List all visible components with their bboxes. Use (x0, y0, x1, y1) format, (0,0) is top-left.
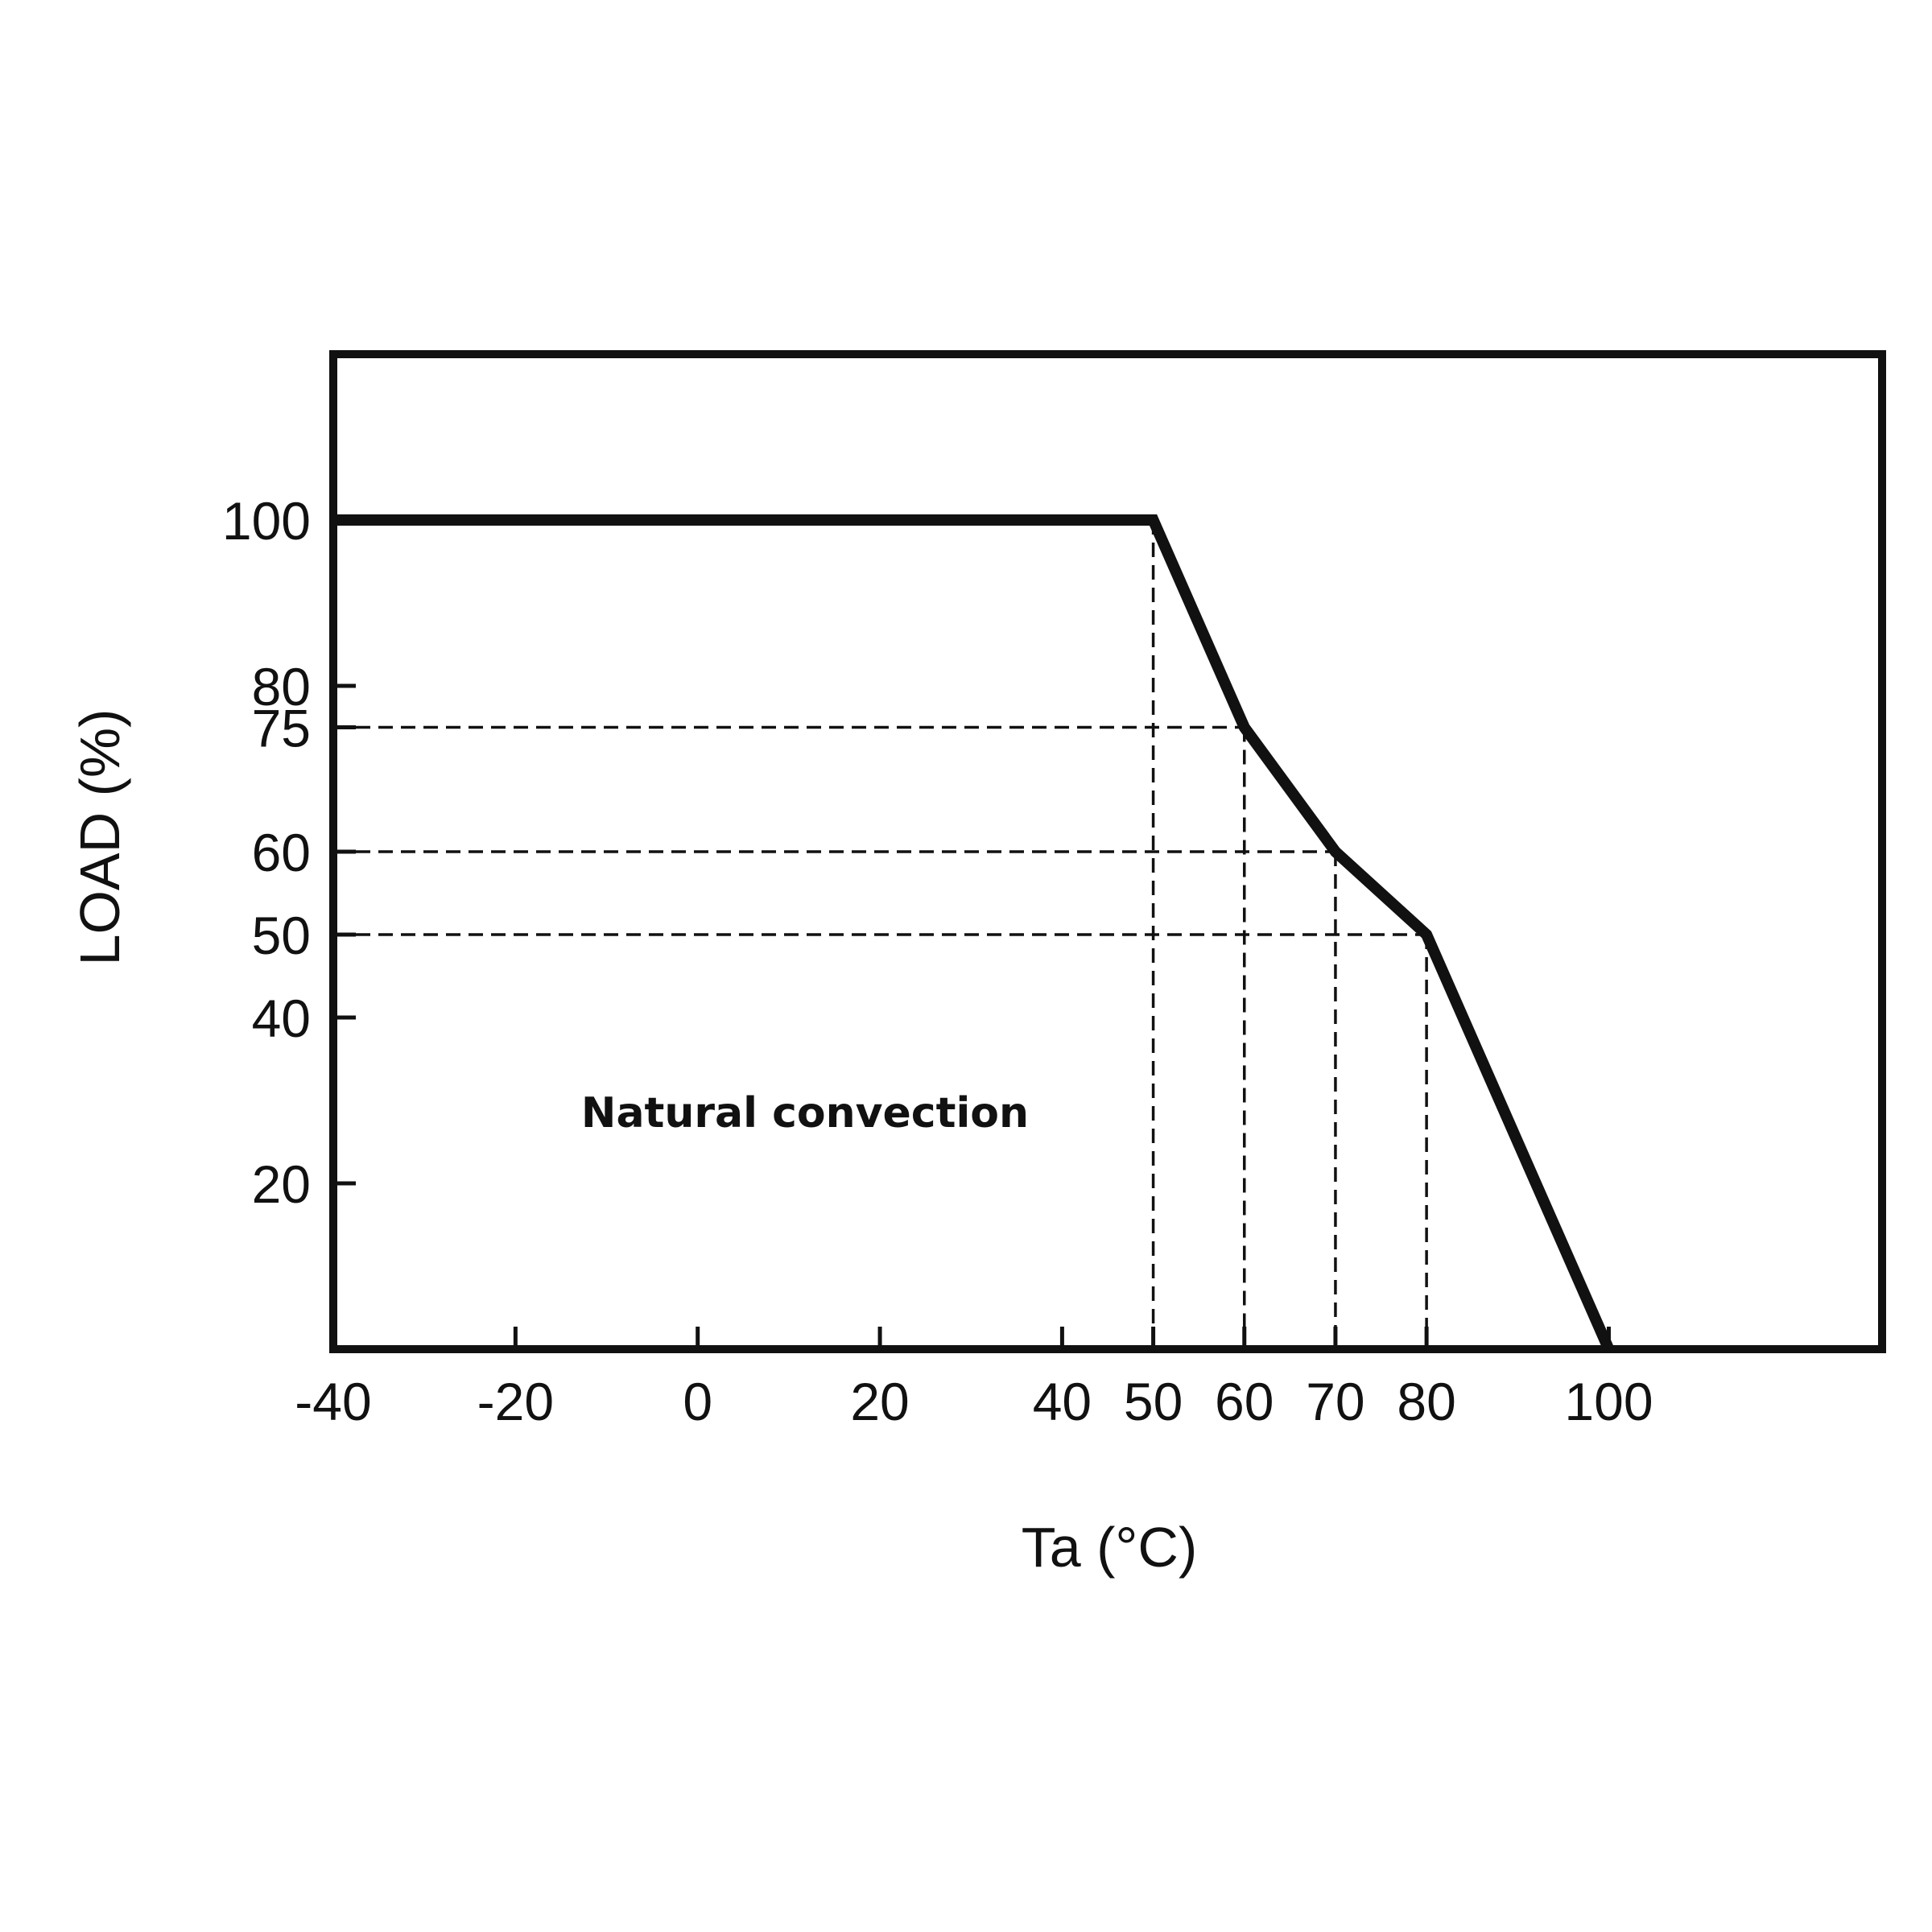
y-tick-label: 100 (222, 491, 311, 551)
x-tick-label: -40 (295, 1372, 371, 1431)
x-tick-labels: -40 -20 0 20 40 50 60 70 80 100 (295, 1372, 1653, 1431)
reference-guides (333, 520, 1428, 1349)
x-tick-label: 0 (683, 1372, 712, 1431)
y-axis-title: LOAD (%) (68, 709, 131, 966)
x-tick-label: 70 (1306, 1372, 1364, 1431)
annotation-natural-convection: Natural convection (581, 1089, 1029, 1137)
x-tick-label: -20 (477, 1372, 554, 1431)
y-tick-label: 50 (252, 906, 311, 965)
y-tick-label: 20 (252, 1154, 311, 1214)
x-tick-label: 50 (1124, 1372, 1183, 1431)
y-tick-label: 60 (252, 823, 311, 882)
y-tick-label: 80 (252, 657, 311, 716)
x-tick-label: 60 (1215, 1372, 1274, 1431)
x-tick-label: 40 (1033, 1372, 1092, 1431)
load-derating-curve (333, 514, 1614, 1352)
x-axis-title: Ta (°C) (1022, 1516, 1198, 1579)
x-tick-label: 20 (850, 1372, 909, 1431)
y-tick-label: 75 (252, 699, 311, 758)
x-tick-label: 80 (1397, 1372, 1455, 1431)
series-lines (333, 514, 1614, 1352)
y-tick-label: 40 (252, 989, 311, 1048)
x-tick-label: 100 (1564, 1372, 1653, 1431)
